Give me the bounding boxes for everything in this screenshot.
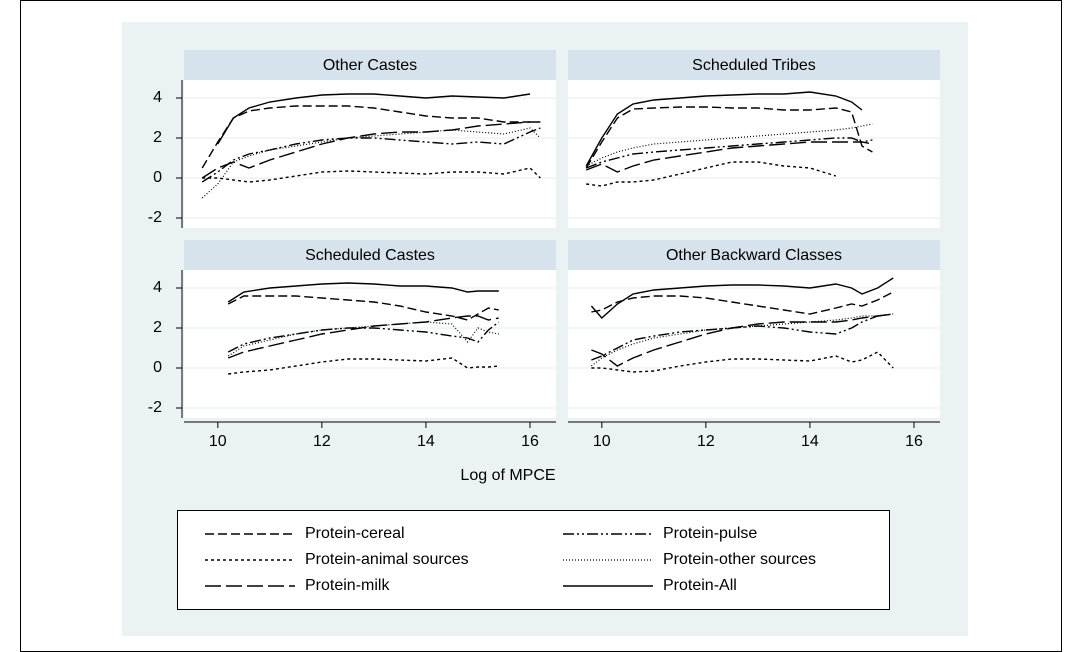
series-line [586,161,837,187]
x-tick-label: 10 [209,433,227,450]
series-line [202,167,541,183]
x-tick-label: 16 [905,433,923,450]
series-line [227,282,499,303]
series-line [585,123,873,167]
series-line [585,91,863,167]
series-line [585,141,873,173]
plot-area [568,80,940,228]
panel-title: Scheduled Tribes [692,57,816,74]
y-tick-label: 4 [153,89,162,106]
series-line [227,315,499,359]
series-line [591,291,894,315]
plot-area [184,270,556,418]
x-tick-label: 12 [313,433,331,450]
x-tick-label: 16 [521,433,539,450]
y-tick-label: 2 [153,129,162,146]
panel-header [568,240,940,270]
legend-label: Protein-animal sources [305,551,469,568]
series-line [201,127,541,183]
legend [177,510,890,610]
x-tick-label: 14 [417,433,435,450]
legend-label: Protein-cereal [305,525,405,542]
y-tick-label: 4 [153,279,162,296]
plot-area [184,80,556,228]
plot-area [568,270,940,418]
legend-label: Protein-milk [305,577,390,594]
series-line [585,106,873,169]
series-line [591,313,894,361]
y-tick-label: 0 [153,169,162,186]
y-tick-label: 0 [153,359,162,376]
series-line [585,137,873,169]
series-line [227,321,499,357]
panel-title: Scheduled Castes [305,247,435,264]
x-tick-label: 10 [593,433,611,450]
legend-label: Protein-All [663,577,737,594]
series-line [201,105,530,169]
panel-header [568,50,940,80]
series-line [201,121,541,179]
x-tick-label: 12 [697,433,715,450]
series-line [591,313,894,367]
series-line [217,93,531,145]
series-line [228,357,499,375]
y-tick-label: -2 [148,399,162,416]
x-tick-label: 14 [801,433,819,450]
y-tick-label: 2 [153,319,162,336]
series-line [590,277,894,319]
panel-title: Other Castes [323,57,417,74]
y-tick-label: -2 [148,209,162,226]
legend-label: Protein-other sources [663,551,816,568]
panel-header [184,50,556,80]
x-axis-label: Log of MPCE [460,467,555,484]
panel-header [184,240,556,270]
series-line [227,295,499,321]
series-line [591,313,894,367]
legend-label: Protein-pulse [663,525,757,542]
series-line [227,321,500,353]
panel-title: Other Backward Classes [666,247,842,264]
